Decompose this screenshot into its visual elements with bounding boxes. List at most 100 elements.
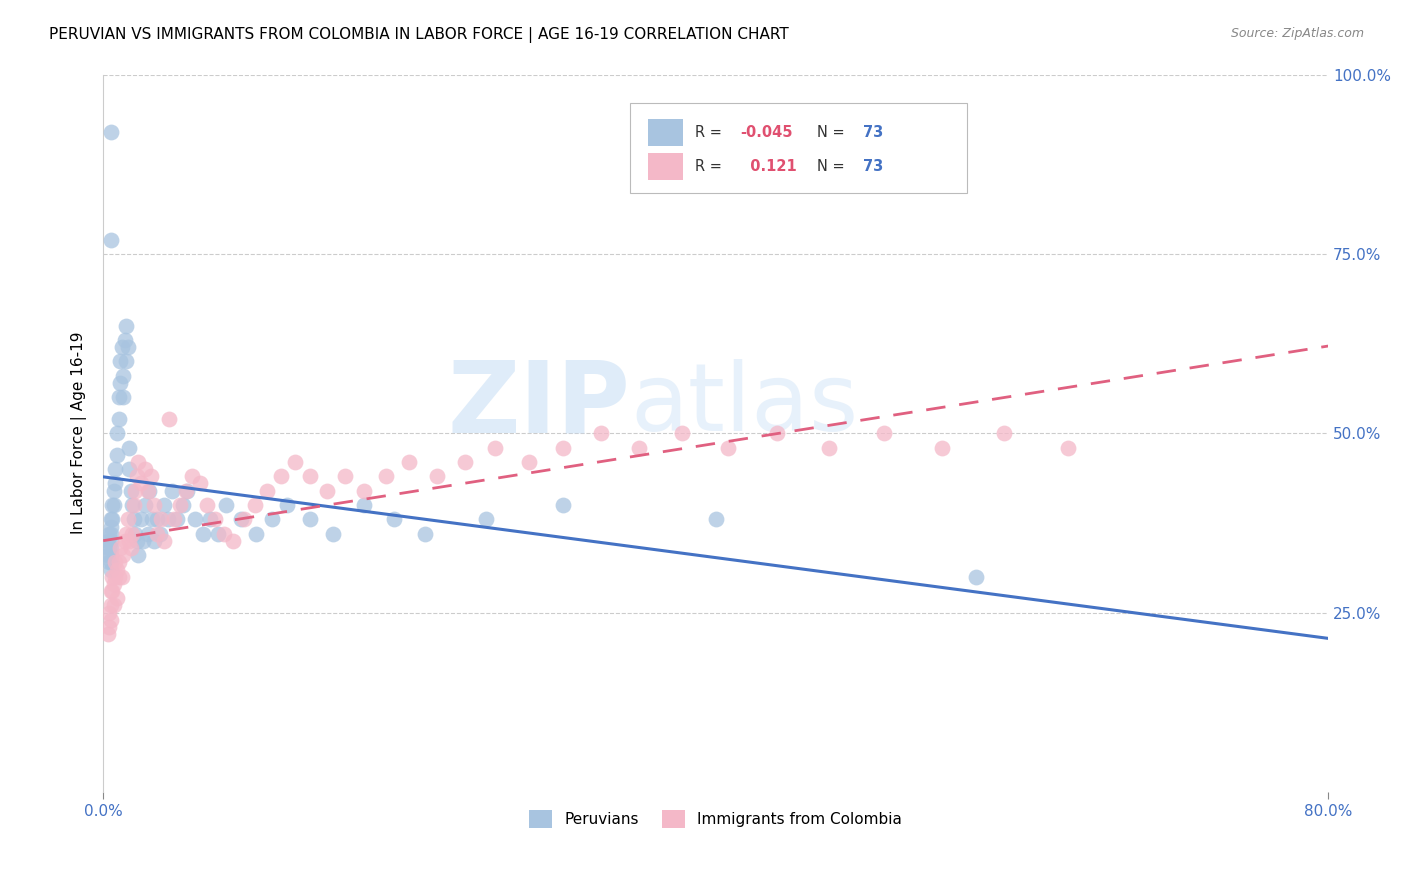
Point xyxy=(181,469,204,483)
Point xyxy=(115,354,138,368)
Point xyxy=(112,368,135,383)
Point xyxy=(112,548,135,562)
Point xyxy=(413,526,436,541)
Point xyxy=(1056,441,1078,455)
Point xyxy=(104,570,127,584)
Point xyxy=(142,533,165,548)
Text: 73: 73 xyxy=(863,159,883,174)
Point xyxy=(103,577,125,591)
Point xyxy=(136,526,159,541)
Point xyxy=(107,570,129,584)
Text: N =: N = xyxy=(817,125,849,140)
Point xyxy=(229,512,252,526)
Point xyxy=(276,498,298,512)
Point xyxy=(107,390,129,404)
Point xyxy=(212,526,235,541)
Point xyxy=(353,498,375,512)
Point xyxy=(256,483,278,498)
Point xyxy=(108,541,131,555)
Point xyxy=(322,526,344,541)
Point xyxy=(931,441,953,455)
Point xyxy=(100,541,122,555)
Point xyxy=(589,426,612,441)
Text: ZIP: ZIP xyxy=(447,356,630,453)
Point xyxy=(136,483,159,498)
Point xyxy=(134,462,156,476)
Point xyxy=(100,519,122,533)
Point xyxy=(156,512,179,526)
Point xyxy=(150,512,173,526)
Point xyxy=(124,526,146,541)
Point xyxy=(100,548,122,562)
Point xyxy=(100,563,122,577)
Point xyxy=(174,483,197,498)
Point xyxy=(98,555,121,569)
Point xyxy=(103,483,125,498)
Point xyxy=(122,498,145,512)
Point xyxy=(122,512,145,526)
Point xyxy=(382,512,405,526)
Point xyxy=(484,441,506,455)
Point xyxy=(243,498,266,512)
Point xyxy=(153,533,176,548)
Point xyxy=(98,541,121,555)
Point xyxy=(628,441,651,455)
Point xyxy=(131,512,153,526)
Point xyxy=(184,512,207,526)
Point xyxy=(120,483,142,498)
Point xyxy=(233,512,256,526)
Point xyxy=(993,426,1015,441)
Point xyxy=(121,498,143,512)
Point xyxy=(100,526,122,541)
Point xyxy=(131,476,153,491)
Text: PERUVIAN VS IMMIGRANTS FROM COLOMBIA IN LABOR FORCE | AGE 16-19 CORRELATION CHAR: PERUVIAN VS IMMIGRANTS FROM COLOMBIA IN … xyxy=(49,27,789,43)
Point xyxy=(114,333,136,347)
Point xyxy=(97,627,120,641)
Point xyxy=(100,233,122,247)
Legend: Peruvians, Immigrants from Colombia: Peruvians, Immigrants from Colombia xyxy=(523,804,908,835)
Point xyxy=(873,426,896,441)
Point xyxy=(125,469,148,483)
Point xyxy=(517,455,540,469)
Point xyxy=(108,354,131,368)
Text: Source: ZipAtlas.com: Source: ZipAtlas.com xyxy=(1230,27,1364,40)
Point xyxy=(104,555,127,569)
Point xyxy=(134,498,156,512)
Point xyxy=(127,455,149,469)
Point xyxy=(114,533,136,548)
Point xyxy=(105,448,128,462)
Point xyxy=(475,512,498,526)
Point xyxy=(207,526,229,541)
Point xyxy=(375,469,398,483)
Point xyxy=(149,526,172,541)
Point xyxy=(120,541,142,555)
Point xyxy=(118,441,141,455)
Point xyxy=(101,570,124,584)
Point xyxy=(100,512,122,526)
Point xyxy=(426,469,449,483)
Point xyxy=(200,512,222,526)
Point xyxy=(717,441,740,455)
Point xyxy=(110,570,132,584)
Point xyxy=(103,498,125,512)
Point xyxy=(112,390,135,404)
Point xyxy=(124,483,146,498)
Point xyxy=(121,526,143,541)
FancyBboxPatch shape xyxy=(648,153,682,180)
Text: N =: N = xyxy=(817,159,849,174)
Point xyxy=(146,526,169,541)
Point xyxy=(125,533,148,548)
Point xyxy=(142,498,165,512)
Point xyxy=(101,498,124,512)
Point xyxy=(104,476,127,491)
Point xyxy=(176,483,198,498)
Point xyxy=(118,533,141,548)
Text: -0.045: -0.045 xyxy=(740,125,793,140)
Point xyxy=(127,548,149,562)
Y-axis label: In Labor Force | Age 16-19: In Labor Force | Age 16-19 xyxy=(72,332,87,534)
Point xyxy=(160,483,183,498)
Point xyxy=(100,533,122,548)
Point xyxy=(107,555,129,569)
Point xyxy=(204,512,226,526)
Point xyxy=(100,599,122,613)
